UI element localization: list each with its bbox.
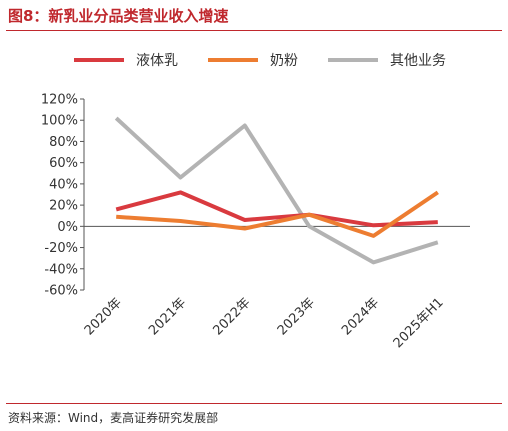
x-tick-label: 2021年 bbox=[146, 295, 189, 338]
x-tick-label: 2022年 bbox=[210, 295, 253, 338]
source-note: 资料来源：Wind，麦高证券研究发展部 bbox=[8, 411, 219, 425]
y-tick-label: 20% bbox=[49, 199, 78, 214]
y-tick-label: -60% bbox=[44, 284, 78, 299]
x-tick-label: 2023年 bbox=[275, 295, 318, 338]
y-tick-label: 60% bbox=[49, 156, 78, 171]
x-tick-label: 2020年 bbox=[82, 295, 125, 338]
y-tick-label: 40% bbox=[49, 177, 78, 192]
y-tick-label: 0% bbox=[57, 220, 78, 235]
line-chart: 液体乳 奶粉 其他业务 120% 100% 80% 60% 40% 20% 0% -20% -40%… bbox=[41, 53, 470, 351]
series-layer bbox=[114, 116, 439, 265]
x-tick-label: 2024年 bbox=[339, 295, 382, 338]
series-line-1 bbox=[115, 190, 438, 228]
legend-label: 液体乳 bbox=[136, 53, 178, 69]
series-line-2 bbox=[116, 190, 439, 238]
y-tick-label: -20% bbox=[44, 241, 78, 256]
legend-label: 其他业务 bbox=[390, 53, 446, 69]
y-tick-label: -40% bbox=[44, 262, 78, 277]
figure-title: 图8：新乳业分品类营业收入增速 bbox=[8, 7, 229, 25]
x-tick-label: 2025年H1 bbox=[391, 295, 447, 351]
legend: 液体乳 奶粉 其他业务 bbox=[74, 53, 446, 69]
y-tick-label: 120% bbox=[41, 93, 78, 108]
series-line-3 bbox=[114, 116, 439, 265]
title-divider bbox=[6, 30, 502, 31]
y-tick-label: 80% bbox=[49, 135, 78, 150]
footer-divider bbox=[6, 403, 502, 404]
legend-label: 奶粉 bbox=[270, 53, 298, 69]
y-tick-label: 100% bbox=[41, 114, 78, 129]
